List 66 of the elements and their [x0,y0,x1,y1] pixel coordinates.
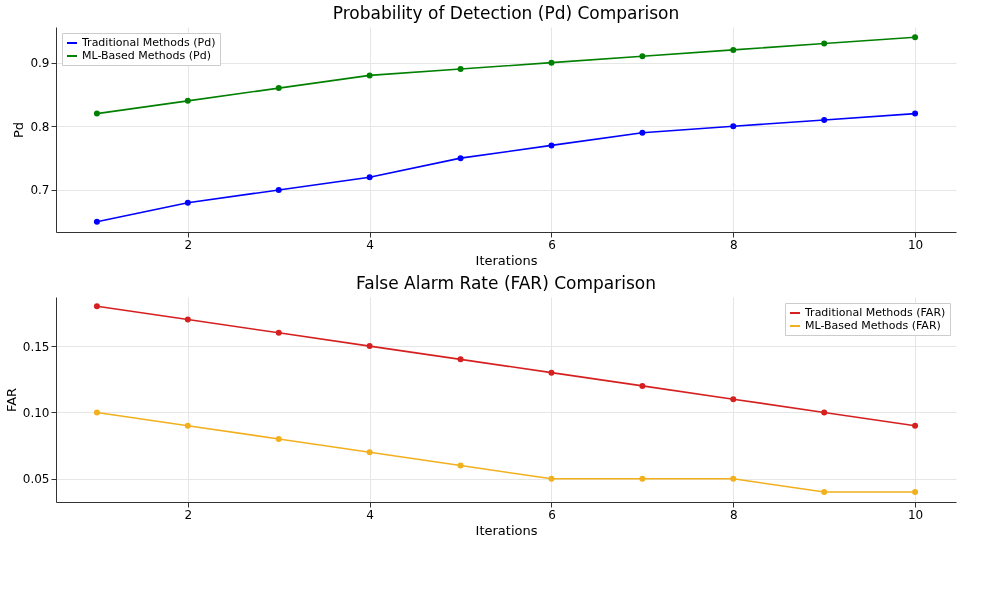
point [93,218,100,225]
point [548,142,555,149]
point [548,475,555,482]
y-tick-label: 0.10 [22,405,50,420]
point [366,449,373,456]
point [457,356,464,363]
point [548,59,555,66]
point [639,53,646,60]
point [730,396,737,403]
point [639,129,646,136]
point [821,40,828,47]
y-tick-label: 0.9 [30,56,50,71]
y-tick-label: 0.7 [30,183,50,198]
point [912,422,919,429]
x-tick-label: 6 [548,507,556,522]
point [457,66,464,73]
x-tick-label: 2 [184,507,193,522]
chart-title: False Alarm Rate (FAR) Comparison [356,273,656,293]
point [93,110,100,117]
point [730,123,737,130]
point [184,97,191,104]
point [184,199,191,206]
point [821,489,828,496]
point [821,409,828,416]
x-axis-title: Iterations [475,252,538,268]
chart-title: Probability of Detection (Pd) Comparison [332,3,680,23]
point [821,116,828,123]
point [93,303,100,310]
point [912,34,919,41]
y-axis-title: Pd [11,121,27,139]
legend-label: Traditional Methods (FAR) [804,306,946,319]
point [184,316,191,323]
point [275,329,282,336]
x-tick-label: 6 [548,237,556,252]
point [366,343,373,350]
point [639,382,646,389]
x-tick-label: 8 [729,507,738,522]
point [912,489,919,496]
point [366,174,373,181]
x-tick-label: 10 [907,507,924,522]
point [184,422,191,429]
point [912,110,919,117]
x-tick-label: 2 [184,237,193,252]
y-tick-label: 0.15 [22,339,50,354]
y-tick-label: 0.8 [30,119,50,134]
x-tick-label: 10 [907,237,924,252]
point [730,475,737,482]
point [457,462,464,469]
y-axis-title: FAR [3,387,19,413]
point [275,85,282,92]
legend-label: Traditional Methods (Pd) [81,36,216,49]
point [639,475,646,482]
point [366,72,373,79]
x-tick-label: 8 [729,237,738,252]
point [730,46,737,53]
x-tick-label: 4 [366,237,374,252]
point [275,435,282,442]
legend-label: ML-Based Methods (FAR) [805,319,941,332]
y-tick-label: 0.05 [22,472,50,487]
legend-label: ML-Based Methods (Pd) [82,49,211,62]
point [275,186,282,193]
point [93,409,100,416]
x-axis-title: Iterations [475,522,538,538]
point [548,369,555,376]
x-tick-label: 4 [366,507,374,522]
point [457,155,464,162]
